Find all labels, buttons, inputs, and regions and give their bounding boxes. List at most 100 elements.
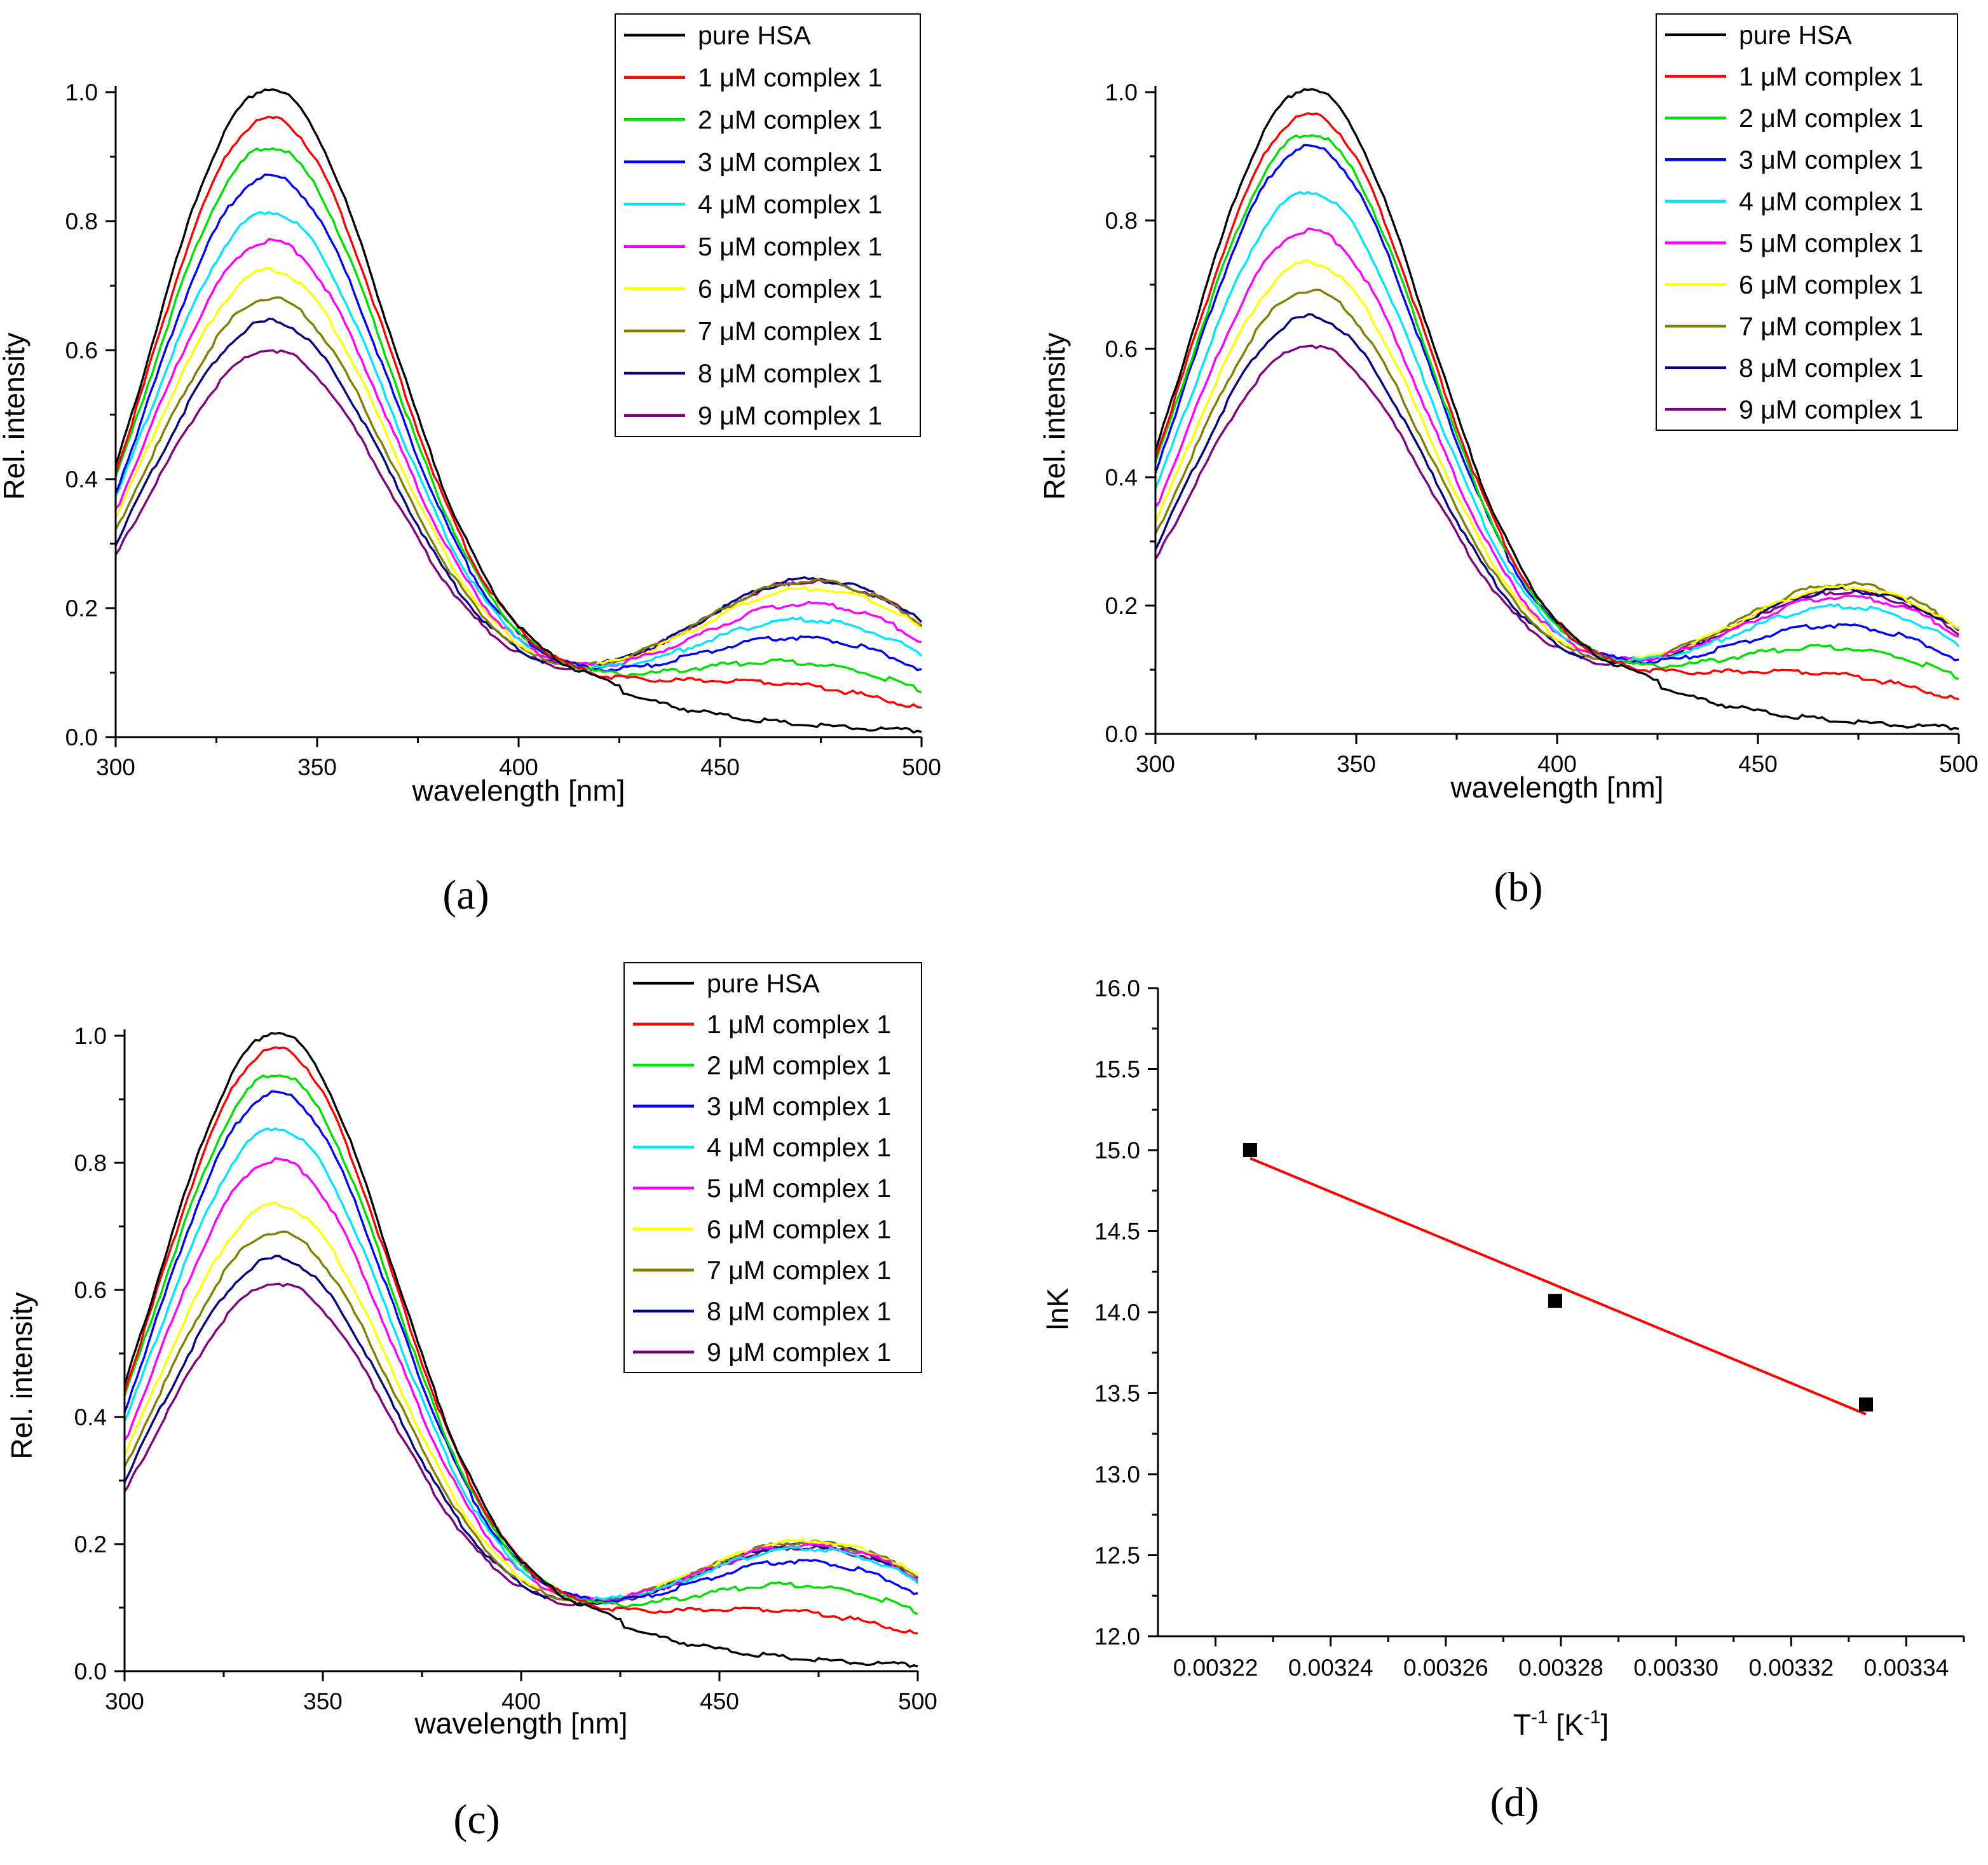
x-tick-label: 300 xyxy=(1136,751,1175,777)
x-axis-title: wavelength [nm] xyxy=(412,774,625,807)
y-tick-label: 12.0 xyxy=(1094,1624,1140,1650)
y-tick-label: 0.8 xyxy=(1105,208,1138,234)
x-tick-label: 500 xyxy=(902,754,941,780)
series-line-0 xyxy=(114,88,922,734)
legend-label: 2 μM complex 1 xyxy=(698,105,882,134)
y-tick-label: 0.0 xyxy=(1105,721,1138,747)
x-tick-label: 300 xyxy=(105,1688,144,1714)
spectrum-panel-2: 300 350 400 450 500 0.0 0.2 0.4 0.6 0.8 1.0 wavelen… xyxy=(5,962,937,1740)
y-tick-label: 15.5 xyxy=(1094,1057,1140,1083)
y-tick-label: 16.0 xyxy=(1094,975,1140,1001)
y-tick-label: 14.0 xyxy=(1094,1299,1140,1326)
y-tick-label: 0.4 xyxy=(1105,465,1138,491)
x-tick-label: 0.00332 xyxy=(1748,1655,1834,1681)
x-tick-label: 0.00326 xyxy=(1403,1655,1488,1681)
legend-label: 8 μM complex 1 xyxy=(707,1296,891,1326)
series-line-6 xyxy=(1154,259,1960,663)
plot-area xyxy=(114,88,923,734)
x-tick-label: 0.00324 xyxy=(1288,1655,1373,1681)
x-tick-label: 0.00330 xyxy=(1633,1655,1719,1681)
series-line-8 xyxy=(1154,313,1960,665)
plot-area xyxy=(123,1031,919,1669)
y-tick-label: 0.6 xyxy=(74,1277,107,1303)
x-tick-label: 450 xyxy=(700,754,740,780)
legend-label: 4 μM complex 1 xyxy=(698,189,882,219)
data-point-0 xyxy=(1242,1143,1257,1157)
legend-label: 6 μM complex 1 xyxy=(698,274,882,303)
y-axis-title: Rel. intensity xyxy=(5,1292,38,1459)
legend-label: 9 μM complex 1 xyxy=(698,401,882,430)
panel-label-b: (b) xyxy=(1494,864,1543,911)
y-axis-title: lnK xyxy=(1041,1287,1074,1330)
x-tick-label: 400 xyxy=(499,754,538,780)
y-tick-label: 0.0 xyxy=(65,724,98,750)
series-line-2 xyxy=(1154,134,1959,681)
data-point-1 xyxy=(1548,1294,1562,1308)
y-tick-label: 13.0 xyxy=(1094,1461,1140,1488)
legend-label: 7 μM complex 1 xyxy=(707,1256,891,1285)
legend-label: 5 μM complex 1 xyxy=(1739,228,1923,257)
legend-label: pure HSA xyxy=(698,20,811,50)
x-tick-label: 400 xyxy=(1537,751,1577,777)
x-tick-label: 400 xyxy=(501,1688,541,1714)
legend-label: 8 μM complex 1 xyxy=(698,358,882,388)
legend-box xyxy=(615,13,921,437)
x-axis-title-part: -1 xyxy=(1584,1707,1601,1728)
series-line-1 xyxy=(1154,112,1959,700)
x-tick-label: 350 xyxy=(1337,751,1376,777)
panel-label-d: (d) xyxy=(1490,1779,1539,1826)
spectrum-panel-0: 300 350 400 450 500 0.0 0.2 0.4 0.6 0.8 1.0 wavelen… xyxy=(0,13,941,807)
fit-line xyxy=(1249,1156,1867,1416)
legend-label: 9 μM complex 1 xyxy=(707,1338,891,1367)
data-point-2 xyxy=(1859,1397,1874,1412)
x-tick-label: 500 xyxy=(898,1688,937,1714)
series-line-6 xyxy=(114,266,923,668)
plot-area xyxy=(1154,88,1960,731)
legend-label: pure HSA xyxy=(707,968,820,998)
series-line-4 xyxy=(123,1127,919,1603)
panel-label-c: (c) xyxy=(453,1796,500,1843)
x-axis-title: wavelength [nm] xyxy=(414,1707,628,1740)
x-tick-label: 0.00322 xyxy=(1173,1655,1258,1681)
x-tick-label: 350 xyxy=(303,1688,343,1714)
series-line-1 xyxy=(123,1046,918,1635)
series-line-4 xyxy=(1154,191,1960,663)
y-tick-label: 0.2 xyxy=(65,595,98,621)
series-line-0 xyxy=(123,1031,918,1669)
y-tick-label: 0.4 xyxy=(74,1404,107,1430)
legend-label: 3 μM complex 1 xyxy=(1739,145,1923,174)
legend-label: 5 μM complex 1 xyxy=(698,232,882,261)
legend-label: 8 μM complex 1 xyxy=(1739,353,1923,383)
y-tick-label: 0.0 xyxy=(74,1658,107,1685)
series-line-8 xyxy=(114,318,923,669)
y-tick-label: 0.4 xyxy=(65,466,98,492)
legend-label: 4 μM complex 1 xyxy=(1739,187,1923,216)
x-axis-title-part: -1 xyxy=(1531,1707,1548,1728)
series-line-6 xyxy=(123,1201,918,1604)
x-tick-label: 0.00328 xyxy=(1518,1655,1603,1681)
legend-label: pure HSA xyxy=(1739,20,1852,50)
x-tick-label: 350 xyxy=(297,754,337,780)
legend-label: 4 μM complex 1 xyxy=(707,1132,891,1162)
y-tick-label: 1.0 xyxy=(74,1023,107,1049)
x-axis-title-part: ] xyxy=(1600,1708,1609,1741)
x-axis-title-part: T xyxy=(1513,1708,1531,1741)
scatter-panel: 0.00322 0.00324 0.00326 0.00328 0.00330 0.003… xyxy=(1041,975,1965,1741)
y-tick-label: 0.8 xyxy=(65,208,98,234)
y-tick-label: 0.6 xyxy=(65,337,98,363)
legend-box xyxy=(1656,13,1958,431)
y-tick-label: 0.8 xyxy=(74,1150,107,1176)
x-axis-title: wavelength [nm] xyxy=(1450,771,1664,804)
legend-label: 2 μM complex 1 xyxy=(707,1050,891,1080)
series-line-4 xyxy=(114,210,923,670)
y-tick-label: 12.5 xyxy=(1094,1543,1140,1569)
y-tick-label: 0.2 xyxy=(1105,593,1138,619)
legend-label: 3 μM complex 1 xyxy=(698,147,882,177)
y-axis-title: Rel. intensity xyxy=(0,332,31,499)
x-tick-label: 0.00334 xyxy=(1864,1655,1949,1681)
legend-label: 1 μM complex 1 xyxy=(1739,62,1923,91)
series-line-0 xyxy=(1154,88,1959,731)
x-tick-label: 500 xyxy=(1939,751,1978,777)
series-line-3 xyxy=(114,173,922,672)
legend-label: 3 μM complex 1 xyxy=(707,1092,891,1121)
